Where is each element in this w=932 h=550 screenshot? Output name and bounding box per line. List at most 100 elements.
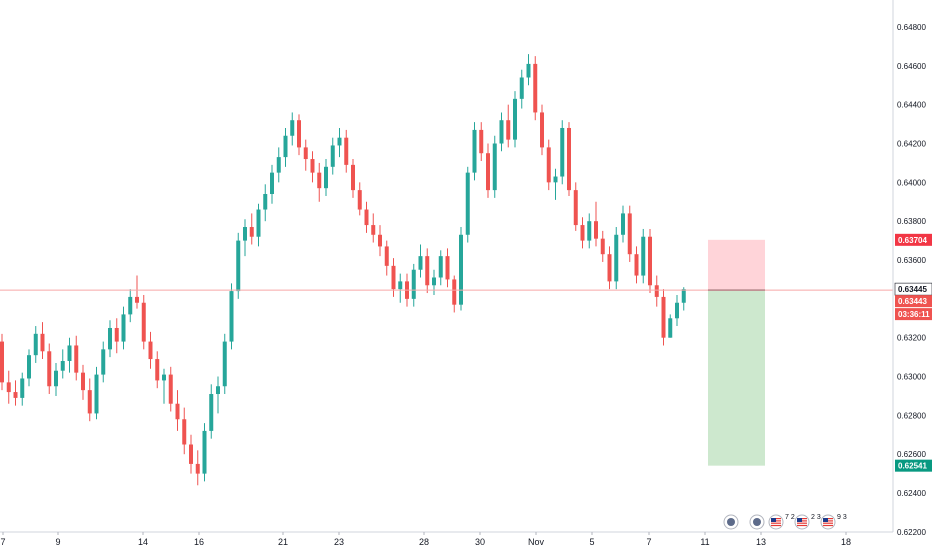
candle-body <box>654 285 659 297</box>
candle-body <box>499 120 504 144</box>
candle-body <box>216 386 220 395</box>
candle <box>47 343 52 395</box>
candle <box>438 250 443 286</box>
candle-body <box>148 341 153 360</box>
candle-body <box>121 314 126 342</box>
candle-body <box>580 225 585 241</box>
candle <box>648 228 652 294</box>
candle-body <box>209 394 214 431</box>
candle <box>418 244 423 278</box>
candle <box>182 407 187 455</box>
candle-body <box>324 166 328 189</box>
candles-layer <box>0 54 686 486</box>
candle-body <box>641 236 646 276</box>
candle-body <box>398 281 403 290</box>
time-tick-label: 30 <box>475 537 485 547</box>
candle <box>499 112 504 152</box>
bar-countdown-label-bg <box>895 308 932 321</box>
candle-body <box>351 164 355 191</box>
candle <box>553 168 558 200</box>
price-tick-label: 0.62400 <box>897 489 926 498</box>
candle <box>128 289 133 323</box>
candle <box>101 341 106 383</box>
candle <box>283 127 288 167</box>
candle <box>398 273 403 303</box>
us-flag-icon[interactable]: 7 2 <box>768 514 795 530</box>
candle-body <box>607 254 612 282</box>
candle <box>114 318 119 354</box>
economic-event-icon[interactable] <box>749 514 765 530</box>
candle-body <box>47 351 52 387</box>
candle <box>162 368 166 404</box>
stop-loss-zone[interactable] <box>708 239 765 291</box>
candle-body <box>600 238 605 255</box>
candle <box>290 112 295 146</box>
candle <box>263 184 268 222</box>
candle-body <box>445 256 450 280</box>
candle <box>324 159 328 196</box>
candle <box>384 240 389 276</box>
economic-event-icon[interactable] <box>723 514 739 530</box>
candle-body <box>492 143 497 191</box>
candle <box>391 258 396 297</box>
candle <box>141 294 146 350</box>
candle-body <box>114 327 119 342</box>
price-tick-label: 0.64600 <box>897 62 926 71</box>
candle-body <box>175 403 180 420</box>
candle <box>465 166 470 243</box>
candle <box>60 349 65 379</box>
price-axis[interactable]: 0.64800 0.64600 0.64400 0.64200 0.64000 0.638… <box>897 23 926 537</box>
candle-body <box>162 374 166 381</box>
candle-body <box>0 341 4 383</box>
candle-body <box>519 77 524 99</box>
candle <box>627 205 632 262</box>
take-profit-zone[interactable] <box>708 290 765 466</box>
time-tick-label: 13 <box>756 537 766 547</box>
candle-body <box>128 296 133 315</box>
time-tick-label: 16 <box>194 537 204 547</box>
current-price-label-text: 0.63443 <box>898 297 927 306</box>
time-tick-label: 14 <box>138 537 148 547</box>
time-axis[interactable]: 7 9 14 16 21 23 28 30 Nov 5 7 11 13 18 <box>0 532 851 547</box>
candle-body <box>202 430 207 474</box>
time-tick-label: 5 <box>589 537 594 547</box>
candle <box>681 287 686 311</box>
time-tick-label: 18 <box>841 537 851 547</box>
candle <box>634 246 639 284</box>
candle <box>148 331 153 369</box>
us-flag-icon[interactable]: 9 3 <box>820 514 847 530</box>
candle-body <box>668 318 673 338</box>
candle <box>492 135 497 198</box>
candle <box>270 164 274 204</box>
time-tick-label: 28 <box>419 537 429 547</box>
candle <box>33 326 38 363</box>
candle-body <box>236 240 241 292</box>
candle-body <box>418 256 423 270</box>
candle-body <box>432 277 436 286</box>
candle-body <box>13 392 18 398</box>
candle <box>135 275 139 309</box>
events-row[interactable]: 7 2 2 3 9 3 <box>723 514 847 530</box>
price-tick-label: 0.63800 <box>897 217 926 226</box>
candle-body <box>540 112 544 148</box>
candle <box>87 378 92 422</box>
candle-body <box>567 127 571 191</box>
candle <box>614 227 619 290</box>
time-tick-label: 7 <box>0 537 5 547</box>
candle-body <box>20 378 25 398</box>
candle <box>600 230 605 262</box>
candle <box>54 362 58 396</box>
current-price-label: 0.63443 <box>895 295 932 308</box>
price-tick-label: 0.62800 <box>897 411 926 420</box>
candle <box>641 228 646 284</box>
candle <box>459 227 463 311</box>
position-zones[interactable] <box>708 239 765 466</box>
candle <box>330 137 335 175</box>
candle <box>6 370 11 404</box>
candle-body <box>222 341 227 387</box>
candle-body <box>155 359 160 381</box>
time-tick-label: 23 <box>334 537 344 547</box>
us-flag-icon[interactable]: 2 3 <box>794 514 821 530</box>
candle-body <box>229 291 234 342</box>
